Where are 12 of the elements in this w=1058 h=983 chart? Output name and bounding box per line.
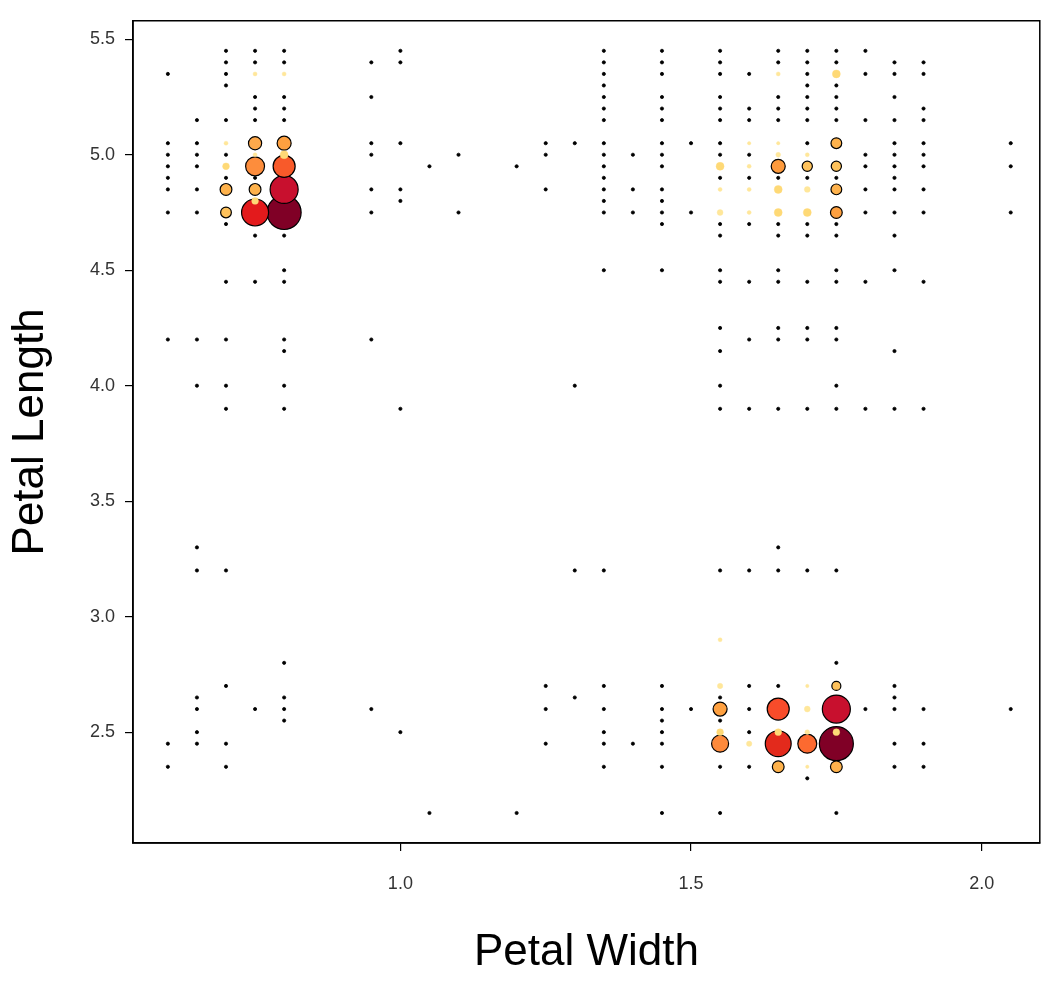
y-axis-title: Petal Length <box>2 308 52 556</box>
x-tick-label: 1.0 <box>387 872 413 893</box>
y-tick-label: 2.5 <box>89 721 115 742</box>
y-tick-label: 3.0 <box>89 605 115 626</box>
x-tick-label: 1.5 <box>678 872 704 893</box>
y-tick-label: 3.5 <box>89 490 115 511</box>
y-tick-label: 5.5 <box>89 28 115 49</box>
x-axis-title: Petal Width <box>473 924 699 974</box>
x-tick-label: 2.0 <box>969 872 995 893</box>
y-tick-label: 4.0 <box>89 374 115 395</box>
y-tick-label: 4.5 <box>89 259 115 280</box>
y-tick-label: 5.0 <box>89 143 115 164</box>
